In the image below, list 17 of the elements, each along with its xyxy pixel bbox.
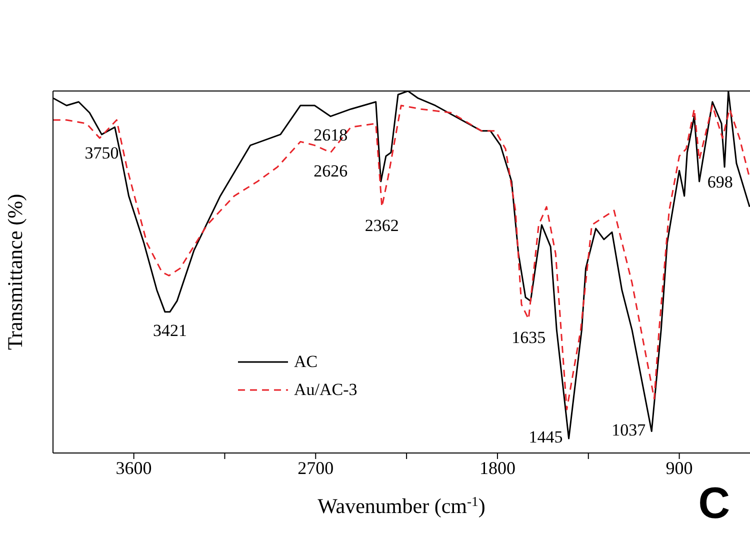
- text: C: [698, 479, 730, 529]
- x-tick-label: 1800: [479, 458, 516, 478]
- annotation: 2626: [314, 162, 348, 181]
- legend-label: AC: [294, 352, 318, 372]
- annotation: 1445: [528, 428, 563, 447]
- annotation: 1037: [612, 420, 646, 440]
- x-tick-label: 2700: [298, 458, 334, 478]
- annotation: 2618: [314, 125, 348, 144]
- annotation: 1635: [512, 328, 546, 348]
- annotation: 698: [707, 172, 733, 192]
- annotation: 3750: [84, 143, 119, 162]
- x-tick-label: 900: [666, 458, 693, 478]
- annotation: 3421: [152, 320, 187, 340]
- x-axis-title: Wavenumber (cm$^{-1}$): [318, 494, 486, 518]
- x-tick-label: 3600: [116, 458, 152, 478]
- annotation: 2362: [364, 216, 399, 235]
- legend-label: Au/AC-3: [294, 380, 358, 400]
